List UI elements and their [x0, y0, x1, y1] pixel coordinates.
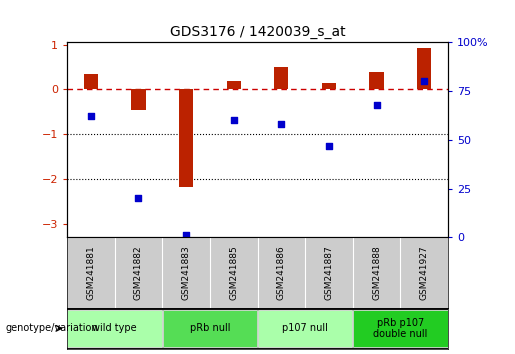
Text: GSM241883: GSM241883 [182, 245, 191, 300]
Point [134, 195, 143, 201]
Bar [131, 90, 146, 110]
Text: GSM241888: GSM241888 [372, 245, 381, 300]
Bar [67, 310, 162, 347]
Bar [227, 80, 241, 90]
Bar [83, 74, 98, 90]
Point [230, 118, 238, 123]
Text: p107 null: p107 null [282, 323, 328, 333]
Point [87, 114, 95, 119]
Bar [369, 72, 384, 90]
Point [420, 79, 428, 84]
Text: genotype/variation: genotype/variation [5, 323, 98, 333]
Text: GSM241927: GSM241927 [420, 245, 428, 300]
Bar [417, 48, 432, 90]
Text: pRb p107
double null: pRb p107 double null [373, 318, 427, 339]
Point [372, 102, 381, 108]
Text: GSM241885: GSM241885 [229, 245, 238, 300]
Point [325, 143, 333, 149]
Bar [274, 67, 288, 90]
Text: GSM241882: GSM241882 [134, 245, 143, 300]
Text: pRb null: pRb null [190, 323, 230, 333]
Text: GSM241881: GSM241881 [87, 245, 95, 300]
Bar [163, 310, 257, 347]
Text: GSM241886: GSM241886 [277, 245, 286, 300]
Point [182, 233, 190, 238]
Bar [322, 83, 336, 90]
Title: GDS3176 / 1420039_s_at: GDS3176 / 1420039_s_at [169, 25, 346, 39]
Point [277, 121, 285, 127]
Bar [353, 310, 448, 347]
Bar [258, 310, 352, 347]
Bar [179, 90, 193, 187]
Text: wild type: wild type [92, 323, 137, 333]
Text: GSM241887: GSM241887 [324, 245, 333, 300]
